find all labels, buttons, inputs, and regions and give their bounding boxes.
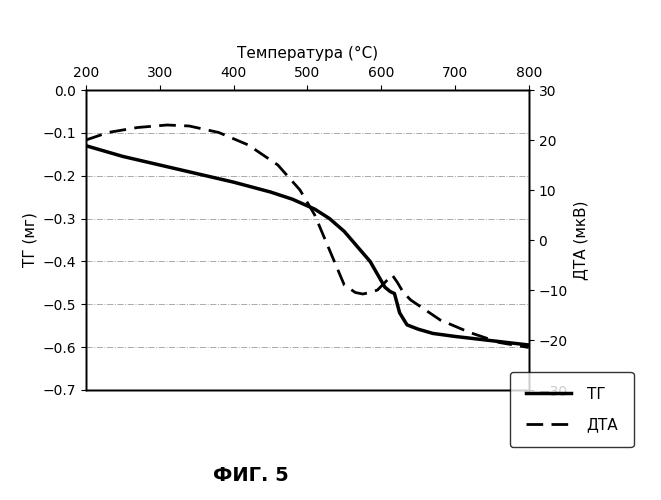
ДТА [326,247,334,253]
ТГ [355,246,363,252]
ДТА [352,290,360,296]
ДТА [311,212,319,218]
ТГ [429,330,437,336]
ТГ [156,162,164,168]
ДТА [407,297,414,303]
ТГ [396,310,404,316]
Y-axis label: ТГ (мг): ТГ (мг) [22,212,37,268]
ТГ [488,338,496,344]
ТГ [386,288,394,294]
Text: ФИГ. 5: ФИГ. 5 [214,466,289,485]
ДТА [274,162,282,168]
ТГ [403,322,411,328]
ДТА [495,340,503,345]
ТГ [340,228,348,234]
ТГ [381,284,389,290]
ДТА [393,280,401,285]
ДТА [381,280,389,285]
Line: ТГ: ТГ [86,146,529,345]
ДТА [163,122,171,128]
ДТА [418,304,426,310]
Y-axis label: ДТА (мкВ): ДТА (мкВ) [573,200,588,280]
Line: ДТА: ДТА [86,125,529,348]
ТГ [229,179,237,185]
ТГ [289,196,297,202]
ТГ [82,142,90,148]
ТГ [366,258,374,264]
ТГ [525,342,533,348]
ТГ [391,290,399,296]
ДТА [215,130,223,136]
ДТА [104,130,112,136]
ТГ [119,154,127,160]
ДТА [296,187,304,193]
ДТА [185,123,193,129]
ДТА [359,291,367,297]
ДТА [399,290,407,296]
ДТА [388,272,396,278]
ТГ [266,189,274,195]
ТГ [326,216,334,222]
ДТА [436,317,444,323]
ДТА [525,344,533,350]
ДТА [134,124,141,130]
Legend: ТГ, ДТА: ТГ, ДТА [510,372,633,448]
ДТА [340,282,348,288]
ТГ [373,272,381,278]
ДТА [82,137,90,143]
ДТА [466,330,474,336]
ТГ [311,206,319,212]
ТГ [451,334,459,340]
ДТА [245,142,253,148]
X-axis label: Температура (°C): Температура (°C) [237,46,378,61]
ДТА [373,287,381,293]
ТГ [193,170,201,176]
ДТА [366,290,374,296]
ТГ [414,326,422,332]
